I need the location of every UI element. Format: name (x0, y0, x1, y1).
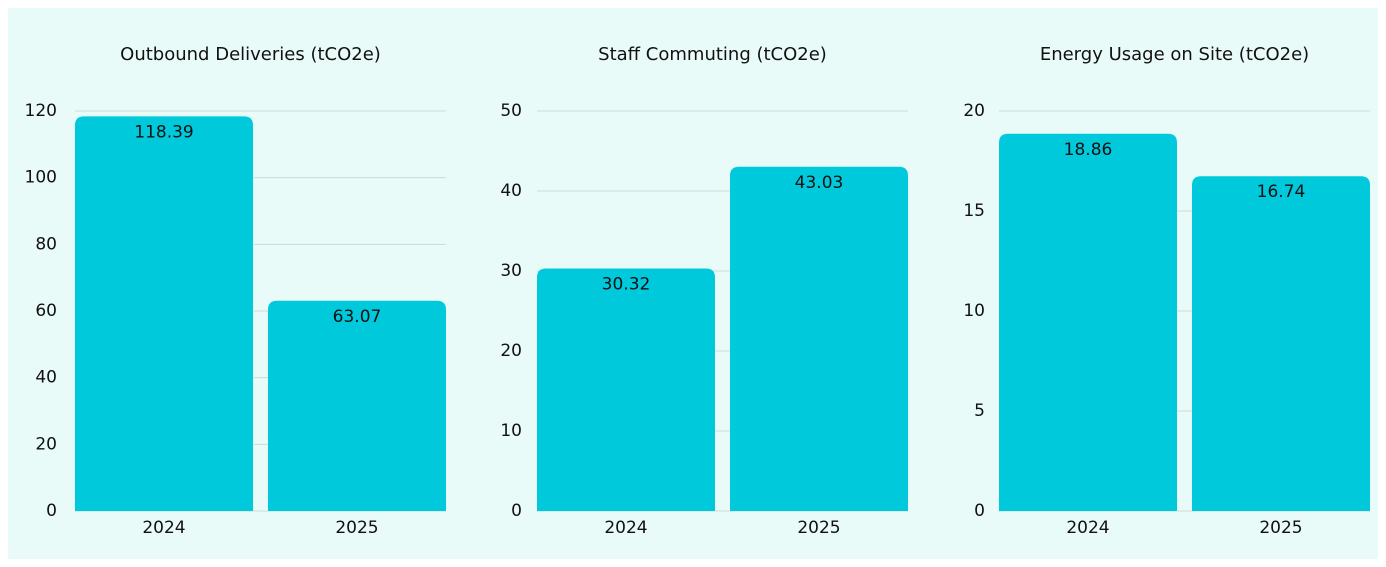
x-tick-label: 2024 (142, 518, 185, 538)
y-tick-label: 40 (35, 368, 57, 388)
x-tick-label: 2025 (1259, 518, 1302, 538)
bar (537, 268, 715, 511)
x-tick-label: 2024 (1066, 518, 1109, 538)
y-tick-label: 10 (500, 421, 522, 441)
value-label: 43.03 (795, 173, 844, 193)
value-label: 18.86 (1064, 140, 1113, 160)
y-tick-label: 0 (511, 501, 522, 521)
value-label: 16.74 (1257, 182, 1306, 202)
y-tick-label: 15 (963, 201, 985, 221)
chart-title: Staff Commuting (tCO2e) (598, 44, 827, 65)
x-tick-label: 2025 (797, 518, 840, 538)
value-label: 118.39 (134, 122, 193, 142)
y-tick-label: 40 (500, 181, 522, 201)
y-tick-label: 0 (974, 501, 985, 521)
x-tick-label: 2025 (335, 518, 378, 538)
y-tick-label: 50 (500, 101, 522, 121)
bar (268, 300, 446, 511)
y-tick-label: 30 (500, 261, 522, 281)
y-tick-label: 120 (25, 101, 57, 121)
chart-title: Energy Usage on Site (tCO2e) (1040, 44, 1309, 65)
y-tick-label: 5 (974, 401, 985, 421)
y-tick-label: 80 (35, 234, 57, 254)
y-tick-label: 20 (963, 101, 985, 121)
y-tick-label: 0 (46, 501, 57, 521)
bar (730, 166, 908, 511)
y-tick-label: 100 (25, 168, 57, 188)
y-tick-label: 20 (500, 341, 522, 361)
chart-title: Outbound Deliveries (tCO2e) (120, 44, 381, 65)
bar (75, 116, 253, 511)
value-label: 63.07 (333, 307, 382, 327)
y-tick-label: 10 (963, 301, 985, 321)
x-tick-label: 2024 (604, 518, 647, 538)
y-tick-label: 20 (35, 434, 57, 454)
bar (999, 133, 1177, 512)
bar (1192, 176, 1370, 511)
y-tick-label: 60 (35, 301, 57, 321)
value-label: 30.32 (602, 274, 651, 294)
